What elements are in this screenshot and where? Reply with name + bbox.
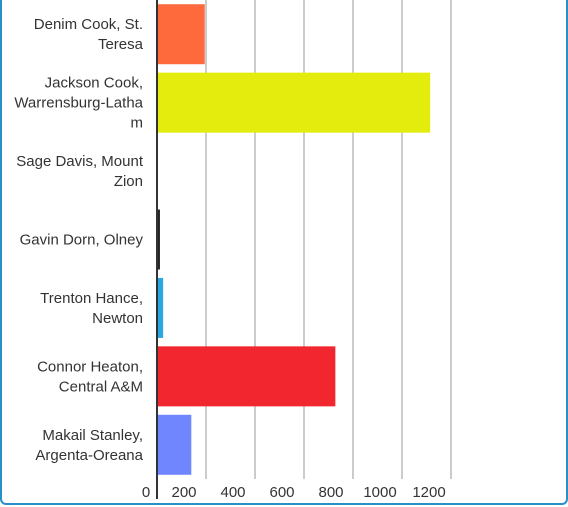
category-label-line: Newton (92, 310, 143, 327)
category-label: Gavin Dorn, Olney (20, 232, 144, 249)
x-tick-label: 1200 (412, 484, 445, 501)
category-label: Makail Stanley, Argenta-Oreana (35, 427, 143, 464)
x-tick-label: 400 (220, 484, 245, 501)
x-tick-label: 600 (269, 484, 294, 501)
category-label-line: Gavin Dorn, Olney (20, 232, 144, 249)
category-label-line: Sage Davis, Mount (16, 153, 144, 170)
category-label-line: Argenta-Oreana (35, 447, 143, 464)
bar (157, 4, 205, 65)
category-label-line: Makail Stanley, (42, 427, 143, 444)
bar (157, 346, 336, 407)
category-label-line: Denim Cook, St. (34, 16, 143, 33)
grid-lines (205, 0, 452, 479)
x-tick-label: 800 (318, 484, 343, 501)
x-tick-label: 0 (142, 484, 150, 501)
category-label: Trenton Hance, Newton (40, 290, 143, 327)
category-label: Connor Heaton, Central A&M (37, 358, 143, 395)
category-label-line: Teresa (98, 36, 144, 53)
bar (157, 277, 164, 338)
category-label-line: Connor Heaton, (37, 358, 143, 375)
bars (157, 4, 431, 475)
category-label-line: Warrensburg-Latha (14, 95, 143, 112)
x-tick-label: 1000 (363, 484, 396, 501)
category-label: Sage Davis, Mount Zion (16, 153, 144, 190)
category-label: Denim Cook, St. Teresa (34, 16, 144, 53)
bar (157, 72, 431, 133)
category-label-line: Central A&M (59, 378, 143, 395)
category-label-line: Jackson Cook, (45, 75, 143, 92)
x-tick-labels: 0 200 400 600 800 1000 1200 (142, 484, 446, 501)
x-tick-label: 200 (171, 484, 196, 501)
bar (157, 414, 192, 475)
category-label: Jackson Cook, Warrensburg-Latha m (14, 75, 143, 132)
category-label-line: Zion (114, 173, 143, 190)
category-label-line: m (131, 115, 144, 132)
category-label-line: Trenton Hance, (40, 290, 143, 307)
category-labels: Denim Cook, St. Teresa Jackson Cook, Warren… (14, 16, 144, 464)
bar (157, 209, 160, 270)
